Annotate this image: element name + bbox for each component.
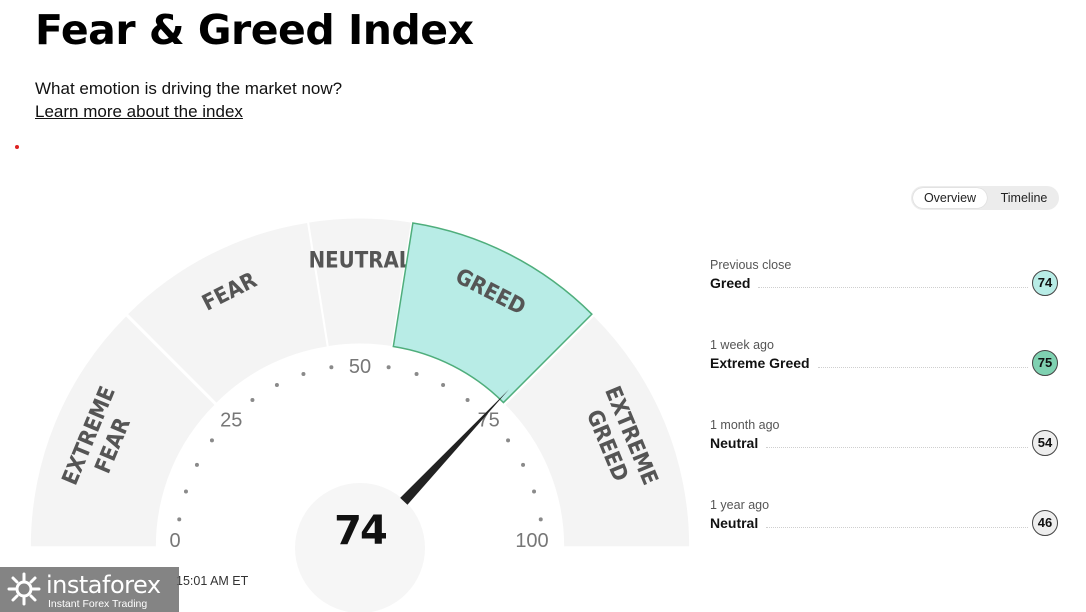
- gauge-tick-dot: [532, 489, 537, 494]
- gauge-tick-label: 25: [220, 409, 242, 431]
- red-dot: [15, 145, 19, 149]
- fear-greed-gauge: EXTREMEFEARFEARNEUTRALGREEDEXTREMEGREED0…: [30, 218, 690, 612]
- gauge-tick-dot: [177, 517, 182, 522]
- gauge-value: 74: [334, 508, 386, 554]
- watermark-tagline: Instant Forex Trading: [48, 598, 148, 610]
- gauge-segment-fear: [128, 222, 327, 403]
- gauge-tick-label: 0: [169, 530, 180, 552]
- history-value-badge: 46: [1032, 510, 1058, 536]
- history-label: Greed: [710, 275, 751, 291]
- gauge-tick-dot: [274, 382, 279, 387]
- history-dotted-line: [817, 367, 1028, 368]
- gauge-tick-dot: [386, 365, 391, 370]
- history-label: Neutral: [710, 515, 759, 531]
- gauge-tick-dot: [441, 382, 446, 387]
- history-item: Previous close Greed 74: [710, 258, 1058, 308]
- gauge-tick-dot: [465, 397, 470, 402]
- history-value-badge: 54: [1032, 430, 1058, 456]
- gauge-tick-dot: [250, 397, 255, 402]
- gauge-tick-dot: [194, 462, 199, 467]
- gauge-tick-dot: [301, 371, 306, 376]
- gauge-tick-dot: [329, 365, 334, 370]
- gauge-tick-label: 100: [515, 530, 548, 552]
- gauge-tick-dot: [521, 462, 526, 467]
- history-item: 1 week ago Extreme Greed 75: [710, 338, 1058, 388]
- instaforex-watermark: instaforex Instant Forex Trading: [0, 567, 179, 612]
- gauge-tick-label: 50: [349, 356, 371, 378]
- history-dotted-line: [758, 287, 1028, 288]
- history-when: Previous close: [710, 258, 792, 272]
- timeline-tab[interactable]: Timeline: [1000, 191, 1048, 205]
- timestamp: 15:01 AM ET: [176, 574, 249, 588]
- history-when: 1 month ago: [710, 418, 780, 432]
- overview-tab[interactable]: Overview: [913, 188, 987, 208]
- history-when: 1 year ago: [710, 498, 770, 512]
- page-title: Fear & Greed Index: [35, 6, 474, 54]
- history-item: 1 year ago Neutral 46: [710, 498, 1058, 548]
- gauge-value-disc: [295, 483, 425, 612]
- gauge-segment-neutral: [309, 218, 411, 346]
- gauge-tick-label: 75: [478, 409, 500, 431]
- watermark-name: instaforex: [46, 571, 161, 599]
- history-dotted-line: [766, 527, 1028, 528]
- history-item: 1 month ago Neutral 54: [710, 418, 1058, 468]
- learn-more-link[interactable]: Learn more about the index: [35, 102, 243, 121]
- history-value-badge: 75: [1032, 350, 1058, 376]
- gauge-tick-dot: [209, 438, 214, 443]
- history-value-badge: 74: [1032, 270, 1058, 296]
- gauge-tick-dot: [538, 517, 543, 522]
- gauge-needle: [400, 389, 510, 505]
- history-label: Neutral: [710, 435, 759, 451]
- history-when: 1 week ago: [710, 338, 774, 352]
- gauge-tick-dot: [414, 371, 419, 376]
- gauge-tick-dot: [506, 438, 511, 443]
- gauge-segment-extreme-greed: [505, 316, 690, 547]
- gauge-label-neutral: NEUTRAL: [309, 249, 412, 274]
- gauge-tick-dot: [183, 489, 188, 494]
- gauge-segment-greed: [392, 222, 593, 404]
- gauge-segment-extreme-fear: [30, 316, 215, 547]
- page-subtitle: What emotion is driving the market now?: [35, 79, 343, 98]
- history-dotted-line: [766, 447, 1028, 448]
- view-toggle: Overview Timeline: [911, 186, 1059, 210]
- history-label: Extreme Greed: [710, 355, 810, 371]
- instaforex-logo-icon: [7, 572, 41, 606]
